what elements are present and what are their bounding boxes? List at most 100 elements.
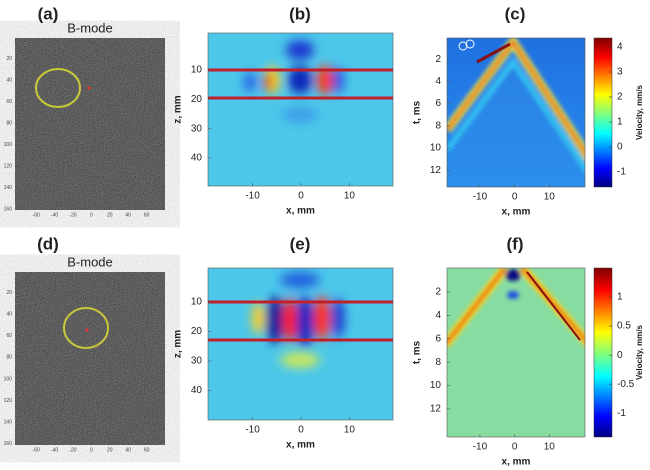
y-tick-label: 4 — [435, 310, 441, 321]
y-axis-label: z, mm — [173, 330, 184, 358]
x-tick-label: 10 — [344, 191, 356, 202]
y-tick-label: 40 — [6, 77, 12, 83]
colorbar-tick-label: -0.5 — [617, 379, 635, 390]
y-tick-label: 140 — [4, 420, 13, 426]
y-tick-label: 10 — [430, 143, 442, 154]
y-axis-label: t, ms — [412, 340, 423, 364]
colorbar-tick-label: 0.5 — [617, 321, 631, 332]
x-axis-label: x, mm — [286, 440, 315, 451]
colorbar-tick-label: 0 — [617, 142, 623, 153]
y-tick-label: 100 — [4, 376, 13, 382]
y-tick-label: 40 — [191, 153, 203, 164]
y-tick-label: 10 — [430, 380, 442, 391]
y-tick-label: 8 — [435, 357, 441, 368]
y-axis-label: z, mm — [173, 95, 184, 123]
velocity-map-b — [208, 33, 393, 186]
panel-label: (e) — [290, 234, 311, 253]
y-tick-label: 40 — [191, 385, 203, 396]
y-tick-label: 10 — [191, 297, 203, 308]
y-tick-label: 20 — [191, 94, 203, 105]
x-axis-label: x, mm — [502, 457, 531, 468]
panel-title: B-mode — [67, 20, 113, 35]
y-tick-label: 4 — [435, 76, 441, 87]
x-tick-label: -60 — [33, 447, 40, 453]
axes-frame — [446, 37, 586, 188]
y-tick-label: 160 — [4, 441, 13, 447]
x-tick-label: 40 — [125, 447, 131, 453]
colorbar-tick-label: 1 — [617, 117, 623, 128]
panel-label: (c) — [505, 4, 526, 23]
x-tick-label: -10 — [473, 442, 488, 453]
x-tick-label: 0 — [90, 447, 93, 453]
y-tick-label: 10 — [191, 64, 203, 75]
colorbar-label: Velocity, mm/s — [635, 324, 644, 380]
y-tick-label: 30 — [191, 123, 203, 134]
y-tick-label: 2 — [435, 287, 441, 298]
axes-frame — [207, 32, 394, 187]
colorbar-tick-label: 2 — [617, 92, 623, 103]
y-tick-label: 100 — [4, 142, 13, 148]
velocity-map-c — [447, 38, 585, 187]
colorbar-tick-label: -1 — [617, 167, 626, 178]
x-tick-label: -10 — [245, 425, 260, 436]
y-tick-label: 20 — [6, 290, 12, 296]
x-tick-label: 0 — [512, 192, 518, 203]
velocity-map-e — [208, 268, 393, 420]
x-tick-label: 60 — [144, 447, 150, 453]
bmode-image-a — [15, 38, 165, 210]
y-tick-label: 60 — [6, 99, 12, 105]
y-tick-label: 120 — [4, 163, 13, 169]
x-tick-label: -10 — [473, 192, 488, 203]
y-tick-label: 40 — [6, 311, 12, 317]
x-tick-label: 0 — [90, 212, 93, 218]
x-axis-label: x, mm — [502, 207, 531, 218]
x-tick-label: -60 — [33, 212, 40, 218]
x-axis-label: x, mm — [286, 206, 315, 217]
x-tick-label: 10 — [544, 442, 556, 453]
x-tick-label: 40 — [125, 212, 131, 218]
x-tick-label: 10 — [544, 192, 556, 203]
y-tick-label: 2 — [435, 54, 441, 65]
y-tick-label: 8 — [435, 120, 441, 131]
colorbar-tick-label: 3 — [617, 67, 623, 78]
y-tick-label: 20 — [191, 326, 203, 337]
colorbar-label: Velocity, mm/s — [635, 84, 644, 140]
x-tick-label: 60 — [144, 212, 150, 218]
x-tick-label: 0 — [298, 191, 304, 202]
y-tick-label: 12 — [430, 404, 442, 415]
colorbar-tick-label: 4 — [617, 42, 623, 53]
bmode-image-d — [15, 272, 165, 445]
y-tick-label: 120 — [4, 398, 13, 404]
colorbar-c — [593, 37, 613, 188]
x-tick-label: 0 — [512, 442, 518, 453]
x-tick-label: -20 — [69, 212, 76, 218]
colorbar-f — [593, 267, 613, 438]
panel-label: (f) — [507, 234, 524, 253]
x-tick-label: 10 — [344, 425, 356, 436]
colorbar-tick-label: 0 — [617, 350, 623, 361]
x-tick-label: 20 — [107, 212, 113, 218]
y-tick-label: 6 — [435, 333, 441, 344]
y-tick-label: 6 — [435, 98, 441, 109]
y-tick-label: 80 — [6, 355, 12, 361]
x-tick-label: -40 — [51, 447, 58, 453]
axes-frame — [446, 267, 586, 438]
panel-label: (b) — [289, 4, 311, 23]
panel-title: B-mode — [67, 254, 113, 269]
y-axis-label: t, ms — [412, 100, 423, 124]
x-tick-label: -20 — [69, 447, 76, 453]
y-tick-label: 20 — [6, 56, 12, 62]
y-tick-label: 140 — [4, 185, 13, 191]
x-tick-label: -10 — [245, 191, 260, 202]
x-tick-label: 20 — [107, 447, 113, 453]
velocity-map-f — [447, 268, 585, 437]
y-tick-label: 12 — [430, 165, 442, 176]
y-tick-label: 80 — [6, 120, 12, 126]
y-tick-label: 30 — [191, 356, 203, 367]
y-tick-label: 60 — [6, 333, 12, 339]
y-tick-label: 160 — [4, 206, 13, 212]
axes-frame — [207, 267, 394, 421]
colorbar-tick-label: -1 — [617, 408, 626, 419]
colorbar-tick-label: 1 — [617, 292, 623, 303]
